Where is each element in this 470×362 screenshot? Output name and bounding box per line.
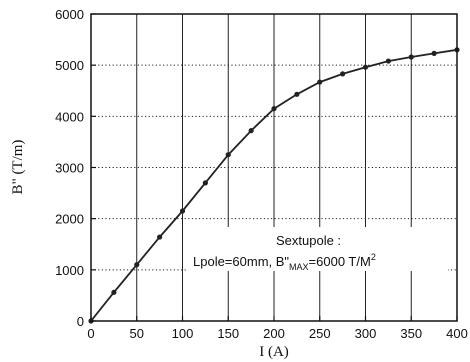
y-tick-label: 6000 xyxy=(55,7,84,22)
data-point xyxy=(317,79,323,85)
annotation-background xyxy=(186,227,448,271)
data-point xyxy=(111,289,117,295)
data-point xyxy=(340,71,346,77)
data-point xyxy=(248,128,254,134)
x-tick-label: 100 xyxy=(172,326,194,341)
x-tick-label: 300 xyxy=(355,326,377,341)
annotation-line-2: Lpole=60mm, B"MAX=6000 T/M2 xyxy=(193,252,376,272)
x-tick-label: 50 xyxy=(130,326,144,341)
x-tick-label: 200 xyxy=(263,326,285,341)
data-point xyxy=(179,208,186,214)
y-tick-label: 2000 xyxy=(55,212,84,227)
annotation-superscript: 2 xyxy=(371,252,376,262)
data-point xyxy=(157,234,163,240)
tick-labels: 0 50 100 150 200 250 300 350 4000100020003000400… xyxy=(55,7,468,341)
y-tick-label: 4000 xyxy=(55,109,84,124)
data-point xyxy=(408,54,414,60)
data-point xyxy=(362,64,369,70)
ticks xyxy=(90,13,458,322)
data-point xyxy=(294,91,300,97)
annotation-middle: =6000 T/M xyxy=(309,254,371,269)
x-tick-label: 150 xyxy=(217,326,239,341)
data-point xyxy=(202,180,208,186)
annotation-line-1: Sextupole : xyxy=(276,233,341,248)
y-tick-label: 1000 xyxy=(55,263,84,278)
data-point xyxy=(134,262,140,268)
x-tick-label: 0 xyxy=(87,326,94,341)
data-point xyxy=(225,152,231,158)
x-tick-label: 400 xyxy=(446,326,468,341)
data-point xyxy=(431,50,437,56)
y-tick-label: 5000 xyxy=(55,58,84,73)
x-tick-label: 250 xyxy=(309,326,331,341)
y-tick-label: 0 xyxy=(77,314,84,329)
data-point xyxy=(385,58,391,64)
x-axis-title: I (A) xyxy=(259,344,289,360)
y-tick-label: 3000 xyxy=(55,161,84,176)
data-point xyxy=(271,106,277,112)
annotation: Sextupole : Lpole=60mm, B"MAX=6000 T/M2 xyxy=(186,227,448,272)
annotation-subscript: MAX xyxy=(289,262,309,272)
x-tick-label: 350 xyxy=(400,326,422,341)
annotation-prefix: Lpole=60mm, B" xyxy=(193,254,289,269)
y-axis-title: B" (T/m) xyxy=(10,140,26,195)
